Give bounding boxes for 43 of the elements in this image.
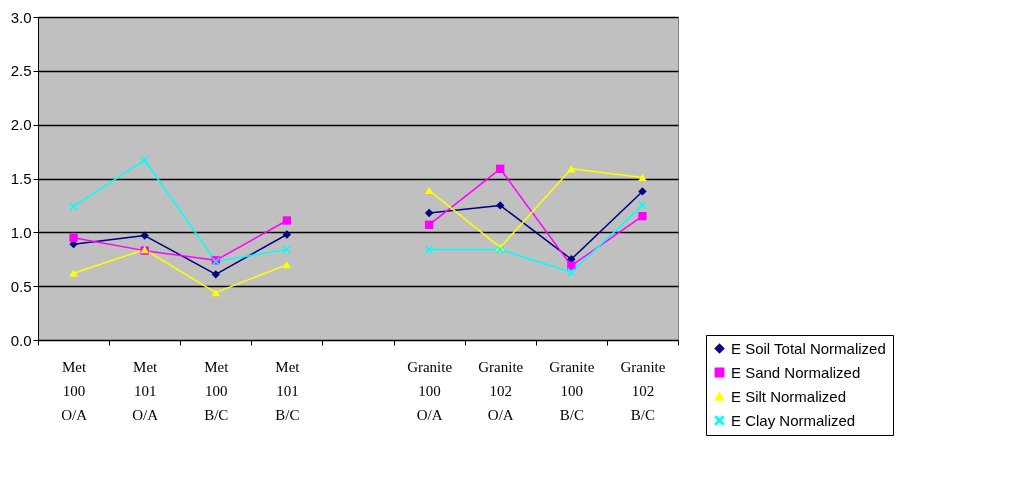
y-tick-label: 3.0 [10, 8, 32, 26]
point [567, 267, 576, 277]
legend-label: E Soil Total Normalized [731, 339, 886, 357]
legend-label: E Clay Normalized [731, 411, 856, 429]
point [638, 187, 647, 196]
point [638, 173, 647, 182]
y-tick-label: 1.0 [10, 223, 32, 241]
point [567, 165, 576, 173]
point [69, 269, 78, 277]
legend-label: E Silt Normalized [731, 387, 847, 405]
point [424, 186, 434, 194]
point [496, 164, 505, 173]
x-tick-label: Met 100 O/A [61, 358, 88, 423]
point [424, 220, 434, 229]
y-tick-label: 2.0 [10, 116, 32, 134]
point [567, 261, 576, 270]
point [424, 245, 434, 254]
x-tick-label: Met 100 B/C [204, 358, 230, 423]
x-tick-label: Met 101 O/A [132, 358, 159, 423]
legend-label: E Sand Normalized [731, 363, 861, 381]
point [282, 230, 292, 239]
point [424, 208, 434, 218]
y-tick-label: 0.5 [10, 277, 32, 295]
x-tick-label: Granite 102 O/A [478, 358, 524, 423]
point [282, 216, 292, 225]
point [282, 261, 292, 269]
point [638, 201, 647, 210]
point [69, 233, 78, 242]
point [638, 212, 647, 221]
x-tick-label: Granite 100 O/A [407, 358, 453, 423]
point [69, 202, 78, 211]
point [211, 270, 220, 279]
x-tick-label: Granite 100 B/C [549, 358, 595, 423]
point [211, 289, 220, 297]
point [140, 231, 149, 240]
point [496, 201, 505, 210]
point [282, 245, 292, 254]
point [140, 156, 149, 165]
y-tick-label: 2.5 [10, 62, 32, 80]
x-tick-label: Met 101 B/C [275, 358, 301, 423]
y-tick-label: 0.0 [10, 331, 32, 349]
x-tick-label: Granite 102 B/C [620, 358, 666, 423]
y-tick-label: 1.5 [10, 170, 32, 187]
